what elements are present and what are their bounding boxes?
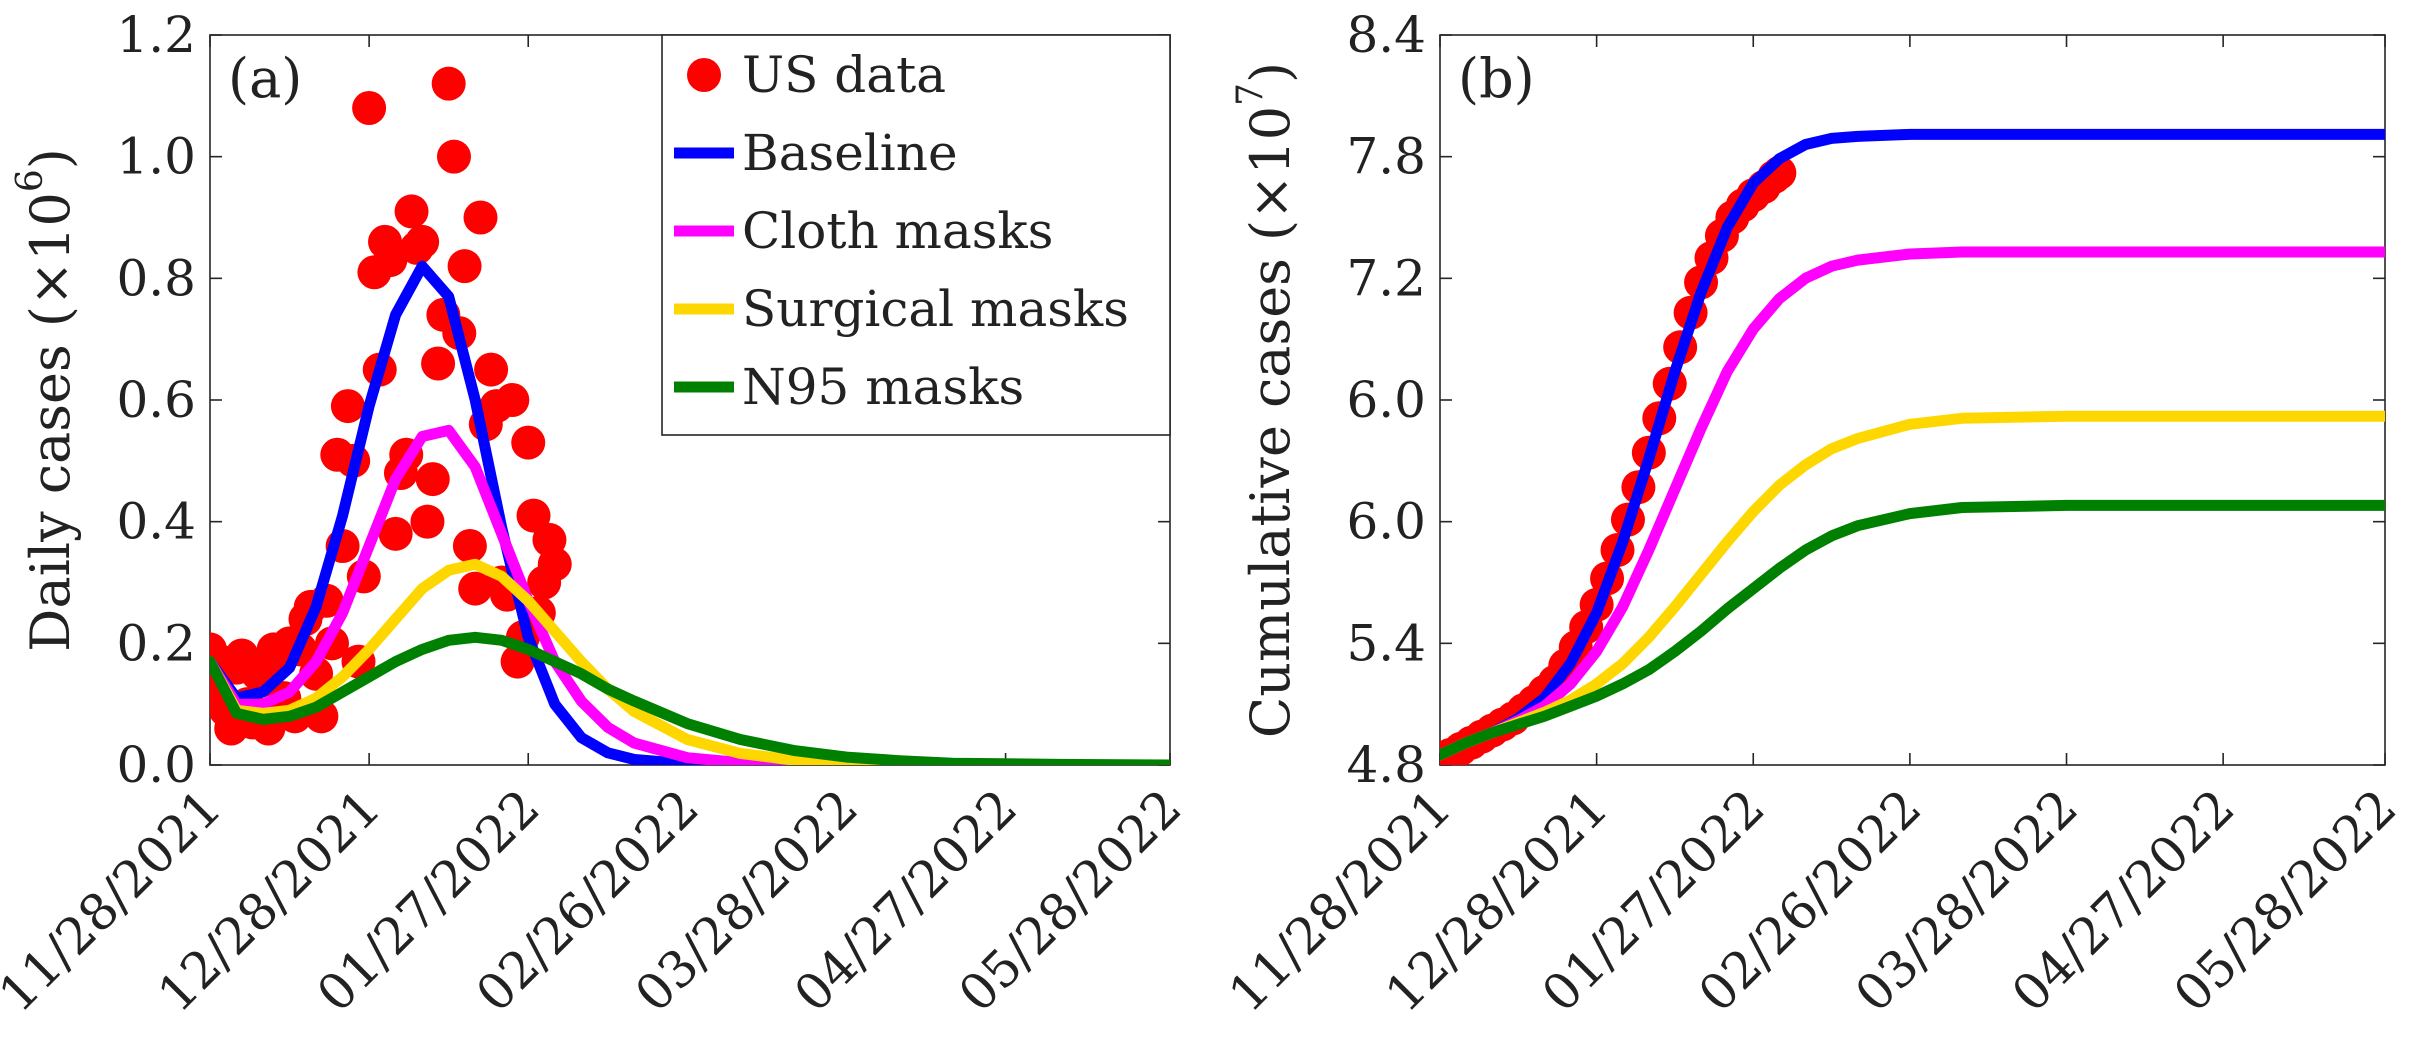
series-line-n95-masks: [210, 631, 1170, 765]
legend-label: Cloth masks: [742, 202, 1053, 260]
series-line-baseline: [210, 260, 1170, 765]
us-data-point: [452, 529, 487, 563]
us-data-point: [415, 462, 450, 497]
y-axis-label: Cumulative cases (×107): [1230, 62, 1302, 738]
legend-box: [661, 34, 1171, 436]
us-data-point: [458, 571, 493, 606]
y-tick-label: 0.6: [116, 371, 196, 429]
y-tick-label: 1.0: [116, 128, 196, 186]
legend-label: N95 masks: [742, 358, 1024, 416]
plot-area: [1440, 128, 2385, 765]
series-line-cloth-masks: [210, 424, 1170, 765]
us-data-point: [373, 243, 408, 278]
us-data-point: [421, 346, 456, 381]
y-tick-label: 7.2: [1346, 249, 1426, 307]
us-data-point: [511, 425, 546, 460]
y-tick-label: 0.4: [116, 493, 196, 551]
series-line-n95-masks: [1440, 499, 2385, 761]
y-tick-label: 6.0: [1346, 371, 1426, 429]
plot-area: [210, 66, 1170, 765]
us-data-point: [378, 516, 413, 551]
us-data-point: [352, 91, 387, 125]
us-data-point: [495, 383, 530, 417]
panel-a-daily-cases: 0.00.20.40.60.81.01.211/28/202112/28/202…: [0, 6, 1192, 1023]
us-data-point: [463, 200, 498, 235]
y-axis-label: Daily cases (×106): [10, 148, 82, 652]
y-tick-label: 5.4: [1346, 614, 1426, 672]
us-data-point: [431, 66, 466, 101]
us-data-point: [447, 249, 482, 284]
us-data-point: [330, 389, 365, 424]
y-tick-label: 0.0: [116, 736, 196, 794]
panel-label: (b): [1458, 47, 1535, 110]
panel-label: (a): [228, 47, 302, 110]
legend-label: Surgical masks: [742, 280, 1129, 338]
us-data-point: [516, 498, 551, 533]
us-data-point: [474, 352, 509, 387]
y-tick-label: 0.2: [116, 614, 196, 672]
legend-label: Baseline: [742, 124, 958, 182]
y-tick-label: 1.2: [116, 6, 196, 64]
y-tick-label: 8.4: [1346, 6, 1426, 64]
y-tick-label: 0.8: [116, 249, 196, 307]
legend-marker-us-data: [687, 58, 721, 92]
us-data-point: [410, 504, 445, 539]
y-tick-label: 4.8: [1346, 736, 1426, 794]
y-tick-label: 6.0: [1346, 493, 1426, 551]
legend-label: US data: [742, 46, 946, 104]
us-data-point: [537, 547, 572, 582]
series-line-surgical-masks: [210, 558, 1170, 765]
legend: US data Baseline Cloth masks Surgical masks…: [661, 34, 1171, 436]
y-tick-label: 7.8: [1346, 128, 1426, 186]
us-data-point: [436, 139, 471, 174]
us-data-point: [394, 194, 429, 229]
panel-b-cumulative-cases: 4.85.46.06.07.27.88.411/28/202112/28/202…: [1218, 6, 2408, 1023]
us-data-point: [405, 224, 440, 259]
